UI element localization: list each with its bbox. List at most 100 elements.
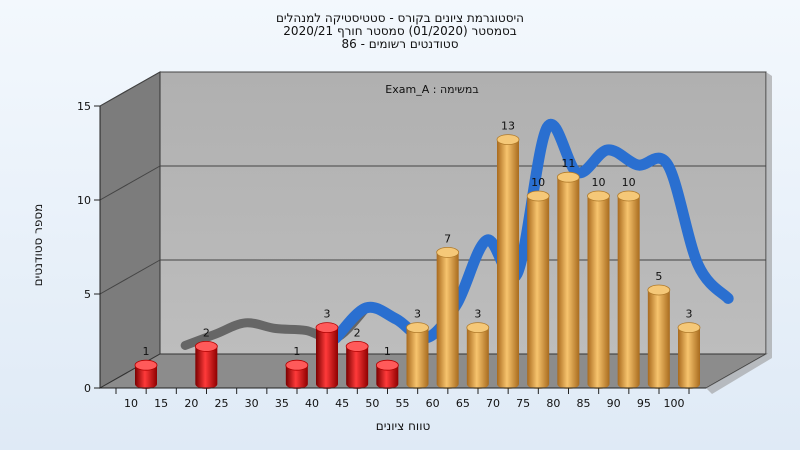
- bar-top-55: [406, 322, 429, 334]
- x-tick-label-65: 65: [456, 397, 470, 410]
- x-tick-label-75: 75: [516, 397, 530, 410]
- chart-title-line-3: סטודנטים רשומים - 86: [341, 37, 458, 51]
- x-tick-label-90: 90: [607, 397, 621, 410]
- value-label-95: 5: [655, 270, 662, 283]
- x-tick-label-50: 50: [365, 397, 379, 410]
- plot-left-wall: [99, 71, 161, 389]
- plot-back-wall: [159, 71, 767, 355]
- value-label-20: 2: [203, 326, 210, 339]
- bar-top-75: [526, 190, 550, 202]
- bar-top-45: [345, 340, 369, 352]
- grid-line-left-3: [99, 71, 161, 107]
- bar-body-45: [346, 346, 369, 389]
- x-tick-label-100: 100: [664, 397, 685, 410]
- x-tick-label-35: 35: [275, 397, 289, 410]
- bar-body-70: [497, 139, 519, 389]
- x-tick-label-30: 30: [245, 397, 259, 410]
- x-tick-label-20: 20: [184, 397, 198, 410]
- y-axis: 0 5 10 15: [77, 100, 101, 395]
- value-label-55: 3: [414, 308, 421, 321]
- bar-body-50: [376, 365, 399, 389]
- value-label-85: 10: [592, 176, 606, 189]
- value-label-80: 11: [561, 157, 575, 170]
- bar-body-95: [647, 290, 670, 389]
- bar-80: [556, 171, 580, 389]
- x-tick-label-60: 60: [426, 397, 440, 410]
- value-label-10: 1: [143, 345, 150, 358]
- bar-top-90: [617, 190, 641, 202]
- bottom-shadow: [706, 354, 772, 394]
- value-label-65: 3: [474, 308, 481, 321]
- bar-50: [375, 359, 399, 389]
- value-label-35: 1: [293, 345, 300, 358]
- bar-top-10: [134, 359, 158, 371]
- bar-85: [587, 190, 610, 389]
- bar-body-65: [466, 327, 489, 389]
- right-shadow: [766, 72, 772, 358]
- x-tick-label-40: 40: [305, 397, 319, 410]
- x-tick-label-95: 95: [637, 397, 651, 410]
- bar-20: [194, 340, 218, 389]
- value-label-40: 3: [324, 308, 331, 321]
- y-axis-title: מספר סטודנטים: [31, 204, 45, 287]
- bar-top-85: [587, 190, 610, 202]
- bar-body-80: [557, 177, 580, 389]
- bar-top-95: [647, 284, 671, 296]
- bars: [134, 134, 701, 389]
- bar-95: [647, 284, 671, 389]
- y-tick-label-15: 15: [77, 100, 91, 113]
- bar-100: [677, 322, 701, 389]
- bar-body-60: [436, 252, 459, 389]
- bar-body-75: [527, 196, 550, 389]
- bar-body-90: [617, 196, 640, 389]
- bar-top-80: [556, 171, 580, 183]
- y-tick-label-0: 0: [84, 382, 91, 395]
- bar-top-65: [466, 322, 490, 334]
- value-label-45: 2: [354, 326, 361, 339]
- y-tick-label-5: 5: [84, 288, 91, 301]
- x-tick-label-10: 10: [124, 397, 138, 410]
- bar-body-100: [678, 327, 700, 389]
- bar-top-100: [677, 322, 701, 334]
- bar-body-20: [195, 346, 218, 389]
- bar-10: [134, 359, 158, 389]
- value-label-90: 10: [622, 176, 636, 189]
- bar-75: [526, 190, 550, 389]
- bar-body-40: [316, 327, 338, 389]
- bar-body-55: [406, 327, 429, 389]
- x-tick-label-25: 25: [215, 397, 229, 410]
- bar-body-85: [587, 196, 610, 389]
- bar-body-35: [285, 365, 308, 389]
- bar-top-35: [285, 359, 309, 371]
- grid-line-left-2: [99, 165, 161, 201]
- bar-top-50: [375, 359, 399, 371]
- chart-title-line-1: היסטוגרמת ציונים בקורס - סטטיסטיקה למנהל…: [276, 11, 524, 25]
- value-label-60: 7: [444, 232, 451, 245]
- x-axis: 10 15 20 25 30 35 40 45 50 55 60 65 70 75 80 85 90 95 100: [100, 387, 706, 410]
- bar-70: [496, 134, 520, 389]
- grid-line-left-1: [99, 259, 161, 295]
- x-tick-label-15: 15: [154, 397, 168, 410]
- y-tick-label-10: 10: [77, 194, 91, 207]
- x-tick-label-45: 45: [335, 397, 349, 410]
- bar-top-40: [315, 322, 339, 334]
- bar-65: [466, 322, 490, 389]
- bar-top-20: [194, 340, 218, 352]
- bar-top-60: [436, 246, 460, 258]
- bar-top-70: [496, 134, 520, 146]
- bar-body-10: [135, 365, 157, 389]
- x-tick-label-80: 80: [546, 397, 560, 410]
- x-tick-label-70: 70: [486, 397, 500, 410]
- value-label-100: 3: [686, 308, 693, 321]
- exam-annotation: במשימה : Exam_A: [385, 83, 478, 96]
- bar-45: [345, 340, 369, 389]
- x-tick-label-55: 55: [396, 397, 410, 410]
- value-label-50: 1: [384, 345, 391, 358]
- x-tick-label-85: 85: [577, 397, 591, 410]
- bar-55: [406, 322, 429, 389]
- value-label-75: 10: [531, 176, 545, 189]
- bar-35: [285, 359, 309, 389]
- grid-lines: [99, 71, 766, 295]
